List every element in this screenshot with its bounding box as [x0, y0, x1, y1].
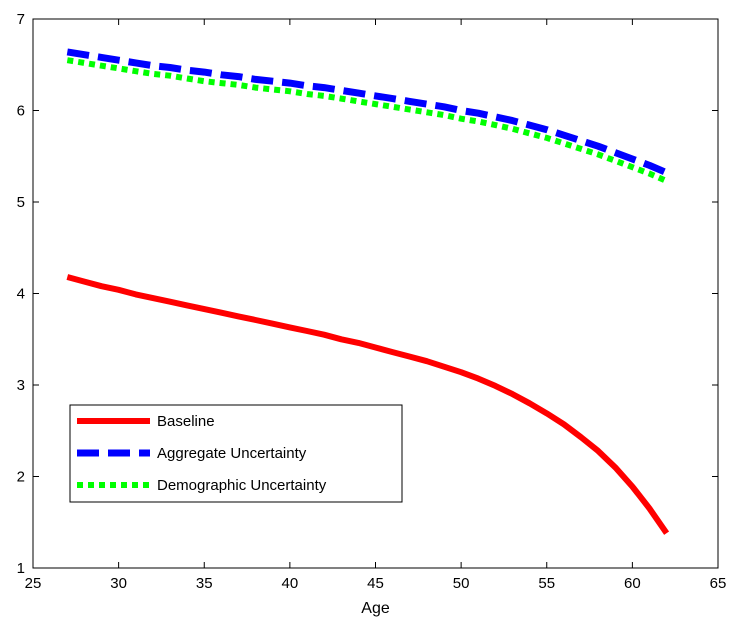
- y-tick-label: 7: [17, 11, 25, 28]
- x-tick-label: 50: [453, 575, 470, 592]
- y-tick-label: 4: [17, 286, 25, 303]
- y-tick-label: 3: [17, 377, 25, 394]
- x-tick-label: 60: [624, 575, 641, 592]
- legend-label: Aggregate Uncertainty: [157, 445, 307, 462]
- y-tick-label: 6: [17, 103, 25, 120]
- legend-label: Baseline: [157, 413, 215, 430]
- x-tick-label: 30: [110, 575, 127, 592]
- y-tick-label: 2: [17, 469, 25, 486]
- x-tick-label: 40: [282, 575, 299, 592]
- x-tick-label: 55: [538, 575, 555, 592]
- legend-label: Demographic Uncertainty: [157, 477, 327, 494]
- x-tick-label: 35: [196, 575, 213, 592]
- x-tick-label: 45: [367, 575, 384, 592]
- x-tick-label: 65: [710, 575, 727, 592]
- y-tick-label: 1: [17, 560, 25, 577]
- y-tick-label: 5: [17, 194, 25, 211]
- x-axis-label: Age: [361, 600, 390, 617]
- legend: Baseline Aggregate Uncertainty Demographic…: [69, 404, 403, 503]
- series-line-baseline: [66, 274, 670, 535]
- series-line-demographic-uncertainty: [66, 57, 668, 184]
- series-line-aggregate-uncertainty: [66, 48, 668, 176]
- x-tick-label: 25: [25, 575, 42, 592]
- series-layer: [66, 48, 670, 535]
